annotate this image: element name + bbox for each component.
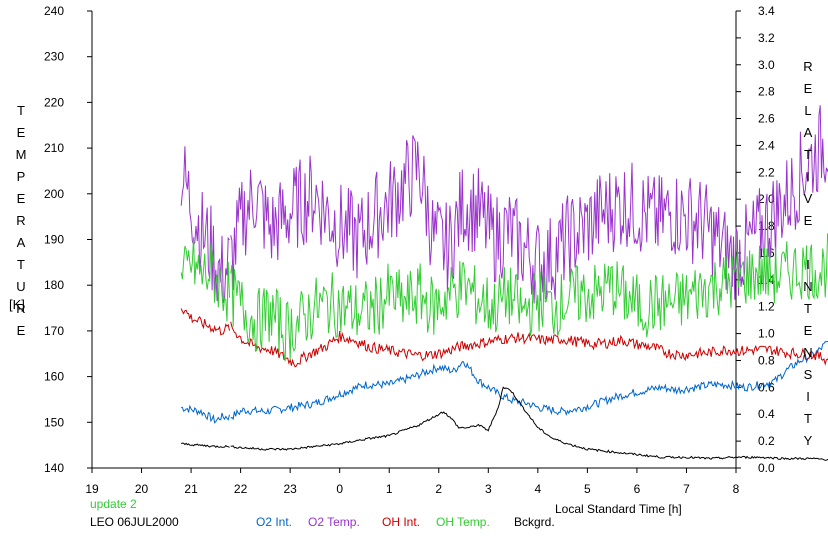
- series-line-o2-int-: [181, 340, 828, 424]
- x-tick-label: 7: [683, 482, 690, 496]
- legend-oh-int: OH Int.: [382, 515, 421, 529]
- y-left-tick-label: 200: [44, 187, 64, 201]
- y-right-tick-label: 2.6: [758, 112, 775, 126]
- y-left-tick-label: 220: [44, 95, 64, 109]
- y-right-tick-label: 2.8: [758, 85, 775, 99]
- y-axis-left-unit: [K]: [9, 297, 25, 312]
- series-line-o2-temp-: [180, 105, 828, 304]
- y-right-tick-label: 3.4: [758, 4, 775, 18]
- y-left-tick-label: 230: [44, 50, 64, 64]
- y-left-tick-label: 140: [44, 461, 64, 475]
- legend-oh-temp: OH Temp.: [436, 515, 490, 529]
- x-tick-label: 0: [336, 482, 343, 496]
- y-right-tick-label: 2.2: [758, 165, 775, 179]
- y-left-tick-label: 240: [44, 4, 64, 18]
- x-tick-label: 1: [386, 482, 393, 496]
- x-tick-label: 4: [535, 482, 542, 496]
- x-tick-label: 20: [135, 482, 149, 496]
- y-right-tick-label: 2.4: [758, 138, 775, 152]
- y-left-tick-label: 180: [44, 278, 64, 292]
- x-tick-label: 2: [435, 482, 442, 496]
- y-left-tick-label: 160: [44, 370, 64, 384]
- x-tick-label: 3: [485, 482, 492, 496]
- x-tick-label: 6: [634, 482, 641, 496]
- x-tick-label: 22: [234, 482, 248, 496]
- update-label: update 2: [90, 497, 137, 511]
- series-line-oh-temp-: [180, 233, 828, 362]
- y-right-tick-label: 3.2: [758, 31, 775, 45]
- y-right-tick-label: 0.0: [758, 461, 775, 475]
- y-right-tick-label: 1.2: [758, 300, 775, 314]
- legend-bckgrd: Bckgrd.: [514, 515, 555, 529]
- legend-o2-int: O2 Int.: [256, 515, 293, 529]
- y-right-tick-label: 3.0: [758, 58, 775, 72]
- y-left-tick-label: 190: [44, 233, 64, 247]
- y-left-tick-label: 170: [44, 324, 64, 338]
- x-axis-label: Local Standard Time [h]: [555, 502, 682, 516]
- y-left-tick-label: 210: [44, 141, 64, 155]
- y-right-tick-label: 1.0: [758, 327, 775, 341]
- x-tick-label: 19: [85, 482, 99, 496]
- x-tick-label: 5: [584, 482, 591, 496]
- y-right-tick-label: 0.4: [758, 407, 775, 421]
- y-left-tick-label: 150: [44, 415, 64, 429]
- y-right-tick-label: 0.2: [758, 434, 775, 448]
- y-right-tick-label: 0.8: [758, 353, 775, 367]
- x-tick-label: 21: [184, 482, 198, 496]
- legend-o2-temp: O2 Temp.: [308, 515, 360, 529]
- x-tick-label: 23: [283, 482, 297, 496]
- series-line-bckgrd-: [181, 386, 828, 461]
- series-line-oh-int-: [180, 308, 828, 368]
- x-tick-label: 8: [733, 482, 740, 496]
- site-date-label: LEO 06JUL2000: [90, 515, 179, 529]
